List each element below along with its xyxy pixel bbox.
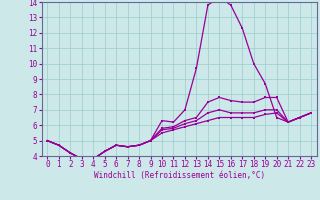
X-axis label: Windchill (Refroidissement éolien,°C): Windchill (Refroidissement éolien,°C) xyxy=(94,171,265,180)
